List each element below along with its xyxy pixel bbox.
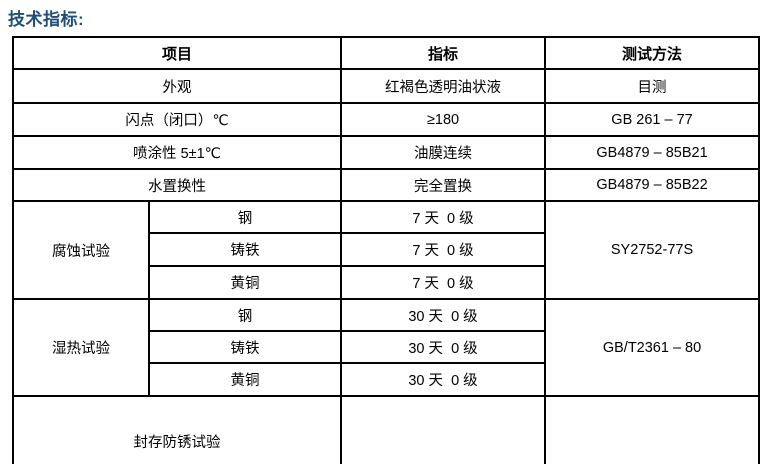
table-row: 封存防锈试验 (钢、铸铁、黄铜) 一年半以上 目测 (11, 395, 761, 464)
table-row: 湿热试验 钢 30 天 0 级 GB/T2361 – 80 (12, 298, 761, 397)
cell-item-line1: 封存防锈试验 (133, 435, 221, 451)
cell-spec: 红褐色透明油状液 (340, 68, 547, 104)
cell-item: 水置换性 (11, 168, 343, 202)
cell-material: 黄铜 (147, 362, 343, 397)
spec-table: 项目 指标 测试方法 外观 红褐色透明油状液 目测 闪点（闭口）℃ ≥180 G… (11, 36, 761, 464)
cell-material: 铸铁 (147, 330, 343, 364)
cell-item: 闪点（闭口）℃ (11, 102, 343, 137)
cell-item: 外观 (11, 68, 343, 104)
cell-spec: 30 天 0 级 (340, 330, 547, 364)
table-row: 黄铜 7 天 0 级 (13, 265, 759, 300)
cell-method: GB 261 – 77 (544, 102, 761, 137)
cell-method: GB4879 – 85B22 (544, 168, 761, 202)
cell-group-label: 腐蚀试验 (12, 200, 150, 300)
cell-method: GB4879 – 85B21 (544, 135, 761, 170)
table-row: 铸铁 30 天 0 级 (13, 330, 759, 364)
table-row: 黄铜 30 天 0 级 (13, 362, 759, 397)
cell-method: GB/T2361 – 80 (544, 298, 761, 397)
page-title: 技术指标: (8, 10, 85, 29)
header-spec: 指标 (340, 36, 547, 70)
cell-method: 目测 (544, 395, 761, 464)
table-header-row: 项目 指标 测试方法 (11, 36, 761, 70)
cell-spec: 7 天 0 级 (340, 265, 547, 300)
cell-material: 钢 (147, 298, 343, 332)
header-item: 项目 (11, 36, 343, 70)
cell-group-label: 湿热试验 (12, 298, 150, 397)
table-row: 喷涂性 5±1℃ 油膜连续 GB4879 – 85B21 (11, 135, 761, 170)
cell-material: 铸铁 (147, 232, 343, 267)
cell-spec: 一年半以上 (340, 395, 547, 464)
cell-item: 喷涂性 5±1℃ (11, 135, 343, 170)
cell-material: 钢 (147, 200, 343, 234)
cell-method: SY2752-77S (544, 200, 761, 300)
table-row: 水置换性 完全置换 GB4879 – 85B22 (11, 168, 761, 202)
cell-spec: 油膜连续 (340, 135, 547, 170)
table-row: 外观 红褐色透明油状液 目测 (11, 68, 761, 104)
cell-spec: 7 天 0 级 (340, 232, 547, 267)
header-method: 测试方法 (544, 36, 761, 70)
cell-spec: 完全置换 (340, 168, 547, 202)
cell-material: 黄铜 (147, 265, 343, 300)
cell-spec: 30 天 0 级 (340, 298, 547, 332)
cell-spec: ≥180 (340, 102, 547, 137)
cell-spec: 30 天 0 级 (340, 362, 547, 397)
table-row: 铸铁 7 天 0 级 (13, 232, 759, 267)
cell-method: 目测 (544, 68, 761, 104)
cell-spec: 7 天 0 级 (340, 200, 547, 234)
table-row: 腐蚀试验 钢 7 天 0 级 SY2752-77S (12, 200, 761, 300)
table-row: 闪点（闭口）℃ ≥180 GB 261 – 77 (11, 102, 761, 137)
cell-item: 封存防锈试验 (钢、铸铁、黄铜) (11, 395, 343, 464)
